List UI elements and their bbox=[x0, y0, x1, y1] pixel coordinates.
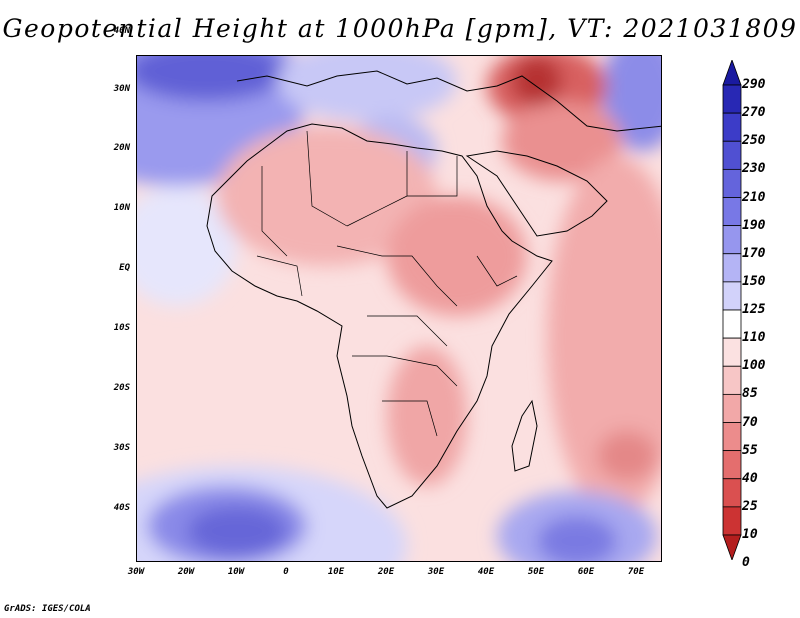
colorbar-cell bbox=[722, 309, 742, 339]
lat-label-40s: 40S bbox=[113, 503, 130, 513]
colorbar-label: 170 bbox=[742, 245, 766, 261]
colorbar-cell bbox=[722, 450, 742, 480]
colorbar-label: 40 bbox=[742, 470, 758, 486]
colorbar-label: 55 bbox=[742, 442, 758, 458]
lon-label-70e: 70E bbox=[627, 567, 645, 577]
colorbar-label: 85 bbox=[742, 386, 758, 402]
lat-label-eq: EQ bbox=[119, 263, 130, 273]
lat-label-10n: 10N bbox=[113, 203, 130, 213]
lat-label-30n: 30N bbox=[113, 84, 130, 94]
coastline-madagascar bbox=[511, 399, 538, 472]
lon-label-60e: 60E bbox=[577, 567, 595, 577]
coastline-africa bbox=[206, 123, 553, 509]
colorbar-label: 110 bbox=[742, 330, 766, 346]
coastline-arabia bbox=[465, 150, 608, 237]
country-borders bbox=[256, 130, 518, 437]
colorbar-label: 0 bbox=[742, 555, 750, 571]
colorbar-label: 70 bbox=[742, 414, 758, 430]
lon-label-0: 0 bbox=[283, 567, 289, 577]
height-field bbox=[137, 56, 661, 561]
colorbar-label: 150 bbox=[742, 273, 766, 289]
colorbar-cell bbox=[722, 84, 742, 114]
lon-label-30e: 30E bbox=[427, 567, 445, 577]
lon-label-20w: 20W bbox=[177, 567, 195, 577]
colorbar-label: 190 bbox=[742, 217, 766, 233]
lon-label-20e: 20E bbox=[377, 567, 395, 577]
colorbar-label: 25 bbox=[742, 498, 758, 514]
lon-label-30w: 30W bbox=[127, 567, 145, 577]
colorbar-top-arrow bbox=[722, 60, 742, 86]
colorbar-cell bbox=[722, 112, 742, 142]
colorbar-cell bbox=[722, 422, 742, 452]
colorbar-cell bbox=[722, 365, 742, 395]
map-title: Geopotential Height at 1000hPa [gpm], VT… bbox=[2, 14, 798, 43]
lat-label-10s: 10S bbox=[113, 323, 130, 333]
colorbar-cell bbox=[722, 225, 742, 255]
colorbar-cell bbox=[722, 393, 742, 423]
lat-label-30s: 30S bbox=[113, 443, 130, 453]
colorbar bbox=[722, 60, 742, 560]
colorbar-cell bbox=[722, 506, 742, 536]
colorbar-bottom-arrow bbox=[722, 534, 742, 560]
colorbar-cell bbox=[722, 140, 742, 170]
colorbar-label: 290 bbox=[742, 77, 766, 92]
colorbar-label: 270 bbox=[742, 105, 766, 121]
colorbar-label: 230 bbox=[742, 161, 766, 177]
colorbar-label: 100 bbox=[742, 358, 766, 374]
grads-credit: GrADS: IGES/COLA bbox=[4, 604, 91, 614]
lat-label-40n: 40N bbox=[113, 26, 130, 36]
colorbar-cell bbox=[722, 168, 742, 198]
colorbar-cell bbox=[722, 337, 742, 367]
lon-label-10w: 10W bbox=[227, 567, 245, 577]
colorbar-label: 125 bbox=[742, 302, 766, 317]
coastline-europe bbox=[236, 70, 661, 132]
lon-label-50e: 50E bbox=[527, 567, 545, 577]
colorbar-cell bbox=[722, 478, 742, 508]
colorbar-label: 10 bbox=[742, 527, 758, 542]
lat-label-20s: 20S bbox=[113, 383, 130, 393]
lat-label-20n: 20N bbox=[113, 143, 130, 153]
colorbar-cell bbox=[722, 197, 742, 227]
colorbar-cell bbox=[722, 281, 742, 311]
colorbar-label: 250 bbox=[742, 133, 766, 149]
colorbar-cell bbox=[722, 253, 742, 283]
lon-label-40e: 40E bbox=[477, 567, 495, 577]
colorbar-label: 210 bbox=[742, 189, 766, 205]
lon-label-10e: 10E bbox=[327, 567, 345, 577]
map-plot-area bbox=[136, 55, 662, 562]
